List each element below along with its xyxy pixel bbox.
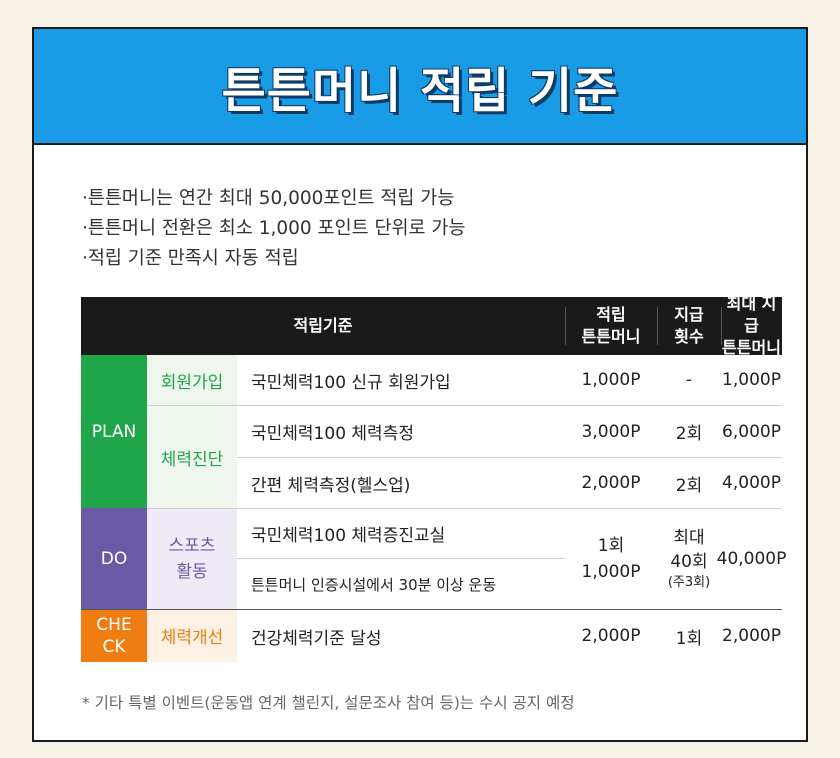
header-divider	[721, 307, 722, 345]
row-desc: 국민체력100 체력측정	[251, 424, 414, 444]
row-divider	[237, 457, 782, 458]
row-count: 2회	[675, 424, 703, 444]
bullet-list: ·튼튼머니는 연간 최대 50,000포인트 적립 가능 ·튼튼머니 전환은 최…	[82, 184, 465, 274]
row-points: 2,000P	[581, 473, 641, 493]
row-points: 1,000P	[581, 370, 641, 390]
bullet-item: ·튼튼머니 전환은 최소 1,000 포인트 단위로 가능	[82, 218, 466, 239]
category-signup: 회원가입	[147, 355, 237, 405]
footnote: * 기타 특별 이벤트(운동앱 연계 챌린지, 설문조사 참여 등)는 수시 공…	[82, 694, 575, 712]
stage-plan: PLAN	[81, 355, 147, 508]
stage-do: DO	[81, 508, 147, 609]
header-criteria: 적립기준	[81, 297, 565, 355]
header-divider	[657, 307, 658, 345]
bullet-item: ·적립 기준 만족시 자동 적립	[82, 248, 299, 269]
category-improve: 체력개선	[147, 609, 237, 662]
card: 튼튼머니 적립 기준 ·튼튼머니는 연간 최대 50,000포인트 적립 가능 …	[32, 27, 808, 742]
row-desc: 간편 체력측정(헬스업)	[251, 475, 411, 496]
category-sports: 스포츠 활동	[147, 508, 237, 609]
row-divider	[237, 558, 565, 559]
row-divider	[81, 609, 782, 610]
row-count: 2회	[675, 475, 703, 496]
do-max: 40,000P	[716, 549, 787, 569]
row-count: 1회	[675, 628, 703, 649]
row-desc: 건강체력기준 달성	[251, 628, 382, 649]
row-desc: 국민체력100 체력증진교실	[251, 526, 446, 546]
row-max: 4,000P	[722, 473, 781, 493]
category-diagnosis: 체력진단	[147, 406, 237, 508]
header-max: 최대 지급 튼튼머니	[721, 294, 782, 357]
header-points: 적립 튼튼머니	[565, 297, 657, 355]
row-desc: 국민체력100 신규 회원가입	[251, 372, 451, 393]
header-divider	[565, 307, 566, 345]
row-points: 2,000P	[581, 626, 641, 646]
row-points: 3,000P	[581, 421, 641, 442]
criteria-table: 적립기준 적립 튼튼머니 지급 횟수 최대 지급 튼튼머니 PLAN DO CHE CK…	[81, 294, 787, 662]
row-count: -	[685, 370, 693, 390]
stage-check: CHE CK	[81, 609, 147, 662]
header-banner: 튼튼머니 적립 기준	[34, 29, 806, 145]
row-desc: 튼튼머니 인증시설에서 30분 이상 운동	[251, 575, 497, 594]
bullet-item: ·튼튼머니는 연간 최대 50,000포인트 적립 가능	[82, 188, 455, 209]
row-divider	[147, 405, 782, 406]
do-count: 최대 40회 (주3회)	[667, 528, 711, 590]
row-max: 1,000P	[722, 370, 781, 390]
page-title: 튼튼머니 적립 기준	[221, 63, 619, 119]
row-max: 6,000P	[722, 421, 781, 442]
header-count: 지급 횟수	[657, 297, 721, 355]
row-max: 2,000P	[722, 626, 781, 646]
row-divider	[147, 508, 782, 509]
do-points: 1회 1,000P	[581, 536, 641, 582]
